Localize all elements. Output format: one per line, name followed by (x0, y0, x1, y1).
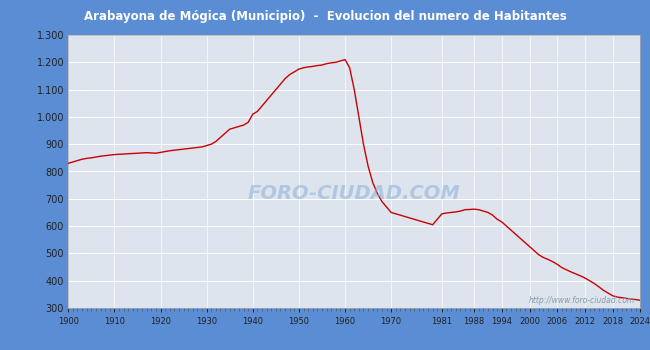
Text: FORO-CIUDAD.COM: FORO-CIUDAD.COM (248, 184, 461, 203)
Text: http://www.foro-ciudad.com: http://www.foro-ciudad.com (528, 296, 634, 305)
Text: Arabayona de Mógica (Municipio)  -  Evolucion del numero de Habitantes: Arabayona de Mógica (Municipio) - Evoluc… (84, 10, 566, 23)
